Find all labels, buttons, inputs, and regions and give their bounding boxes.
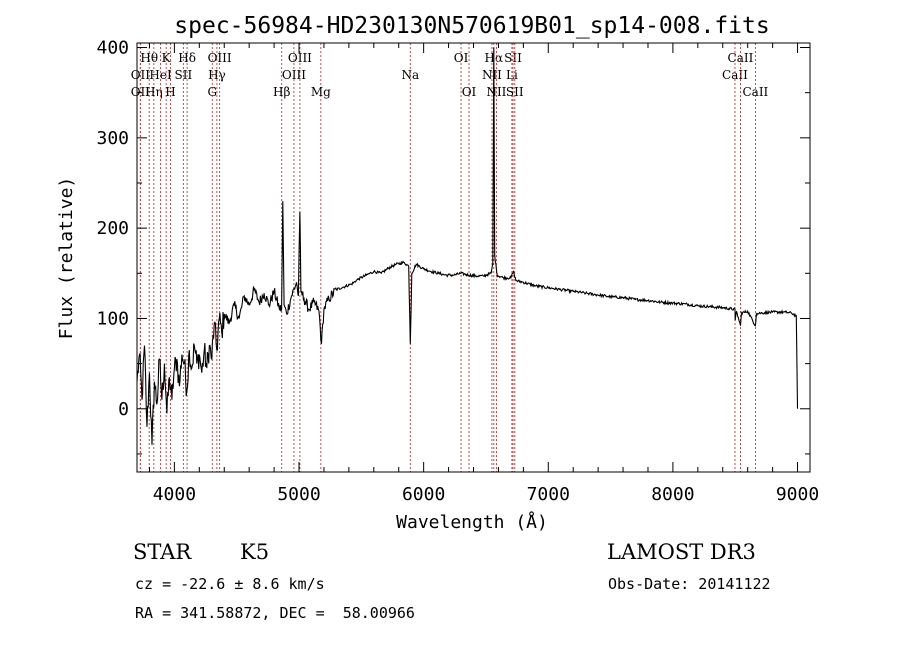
y-axis: 0 100 200 300 400: [96, 38, 810, 455]
line-marker-label: CaII: [728, 51, 754, 65]
x-tick-label: 9000: [776, 484, 819, 505]
x-tick-label: 6000: [402, 484, 445, 505]
line-marker-label: OI: [462, 85, 477, 99]
line-marker-label: Hθ: [140, 51, 158, 65]
y-tick-label: 100: [96, 308, 129, 329]
survey-name: LAMOST DR3: [607, 540, 756, 564]
line-marker-label: SII: [504, 51, 522, 65]
line-marker-label: CaII: [742, 85, 768, 99]
x-axis-label: Wavelength (Å): [396, 511, 548, 533]
line-marker-label: NII: [486, 85, 506, 99]
line-marker-label: SII: [506, 85, 524, 99]
line-marker-label: G: [207, 85, 217, 99]
coordinates-text: RA = 341.58872, DEC = 58.00966: [135, 604, 415, 622]
line-marker-label: OII: [131, 85, 151, 99]
x-tick-label: 7000: [527, 484, 570, 505]
line-marker-label: CaII: [722, 68, 748, 82]
spectral-subclass: K5: [240, 540, 270, 564]
line-marker-label: Li: [506, 68, 518, 82]
line-marker-label: H: [165, 85, 175, 99]
x-tick-label: 5000: [277, 484, 320, 505]
redshift-text: cz = -22.6 ± 8.6 km/s: [135, 575, 325, 593]
line-marker-label: OIII: [282, 68, 306, 82]
chart-title: spec-56984-HD230130N570619B01_sp14-008.f…: [174, 13, 769, 39]
line-marker-label: Mg: [311, 85, 331, 99]
line-marker-label: OI: [454, 51, 469, 65]
line-marker-label: Hγ: [208, 68, 226, 82]
line-marker-label: Na: [401, 68, 419, 82]
x-tick-label: 8000: [651, 484, 694, 505]
line-marker-label: Hδ: [178, 51, 196, 65]
spectrum-series-line: [136, 47, 799, 445]
line-marker-label: Hβ: [273, 85, 290, 99]
y-tick-label: 400: [96, 38, 129, 59]
line-marker-label: OIII: [208, 51, 232, 65]
object-class: STAR: [133, 540, 192, 564]
line-marker-label: SII: [175, 68, 193, 82]
x-axis: 4000 5000 6000 7000 8000 9000: [148, 43, 819, 505]
line-marker-label: K: [162, 51, 172, 65]
line-marker-label: Hη: [145, 85, 163, 99]
obs-date-text: Obs-Date: 20141122: [608, 575, 771, 593]
y-tick-label: 0: [118, 399, 129, 420]
y-tick-label: 200: [96, 218, 129, 239]
line-marker-label: OIII: [288, 51, 312, 65]
plot-frame: [136, 42, 811, 473]
y-axis-label: Flux (relative): [56, 177, 77, 340]
y-tick-label: 300: [96, 128, 129, 149]
line-marker-layer: HθOIIOIIHηHeIKHSIIHδGHγOIIIHβOIIIOIIIMgN…: [131, 43, 769, 472]
line-marker-label: HeI: [149, 68, 172, 82]
x-tick-label: 4000: [153, 484, 196, 505]
line-marker-label: NII: [482, 68, 502, 82]
